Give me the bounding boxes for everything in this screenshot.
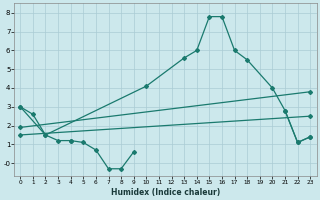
- X-axis label: Humidex (Indice chaleur): Humidex (Indice chaleur): [111, 188, 220, 197]
